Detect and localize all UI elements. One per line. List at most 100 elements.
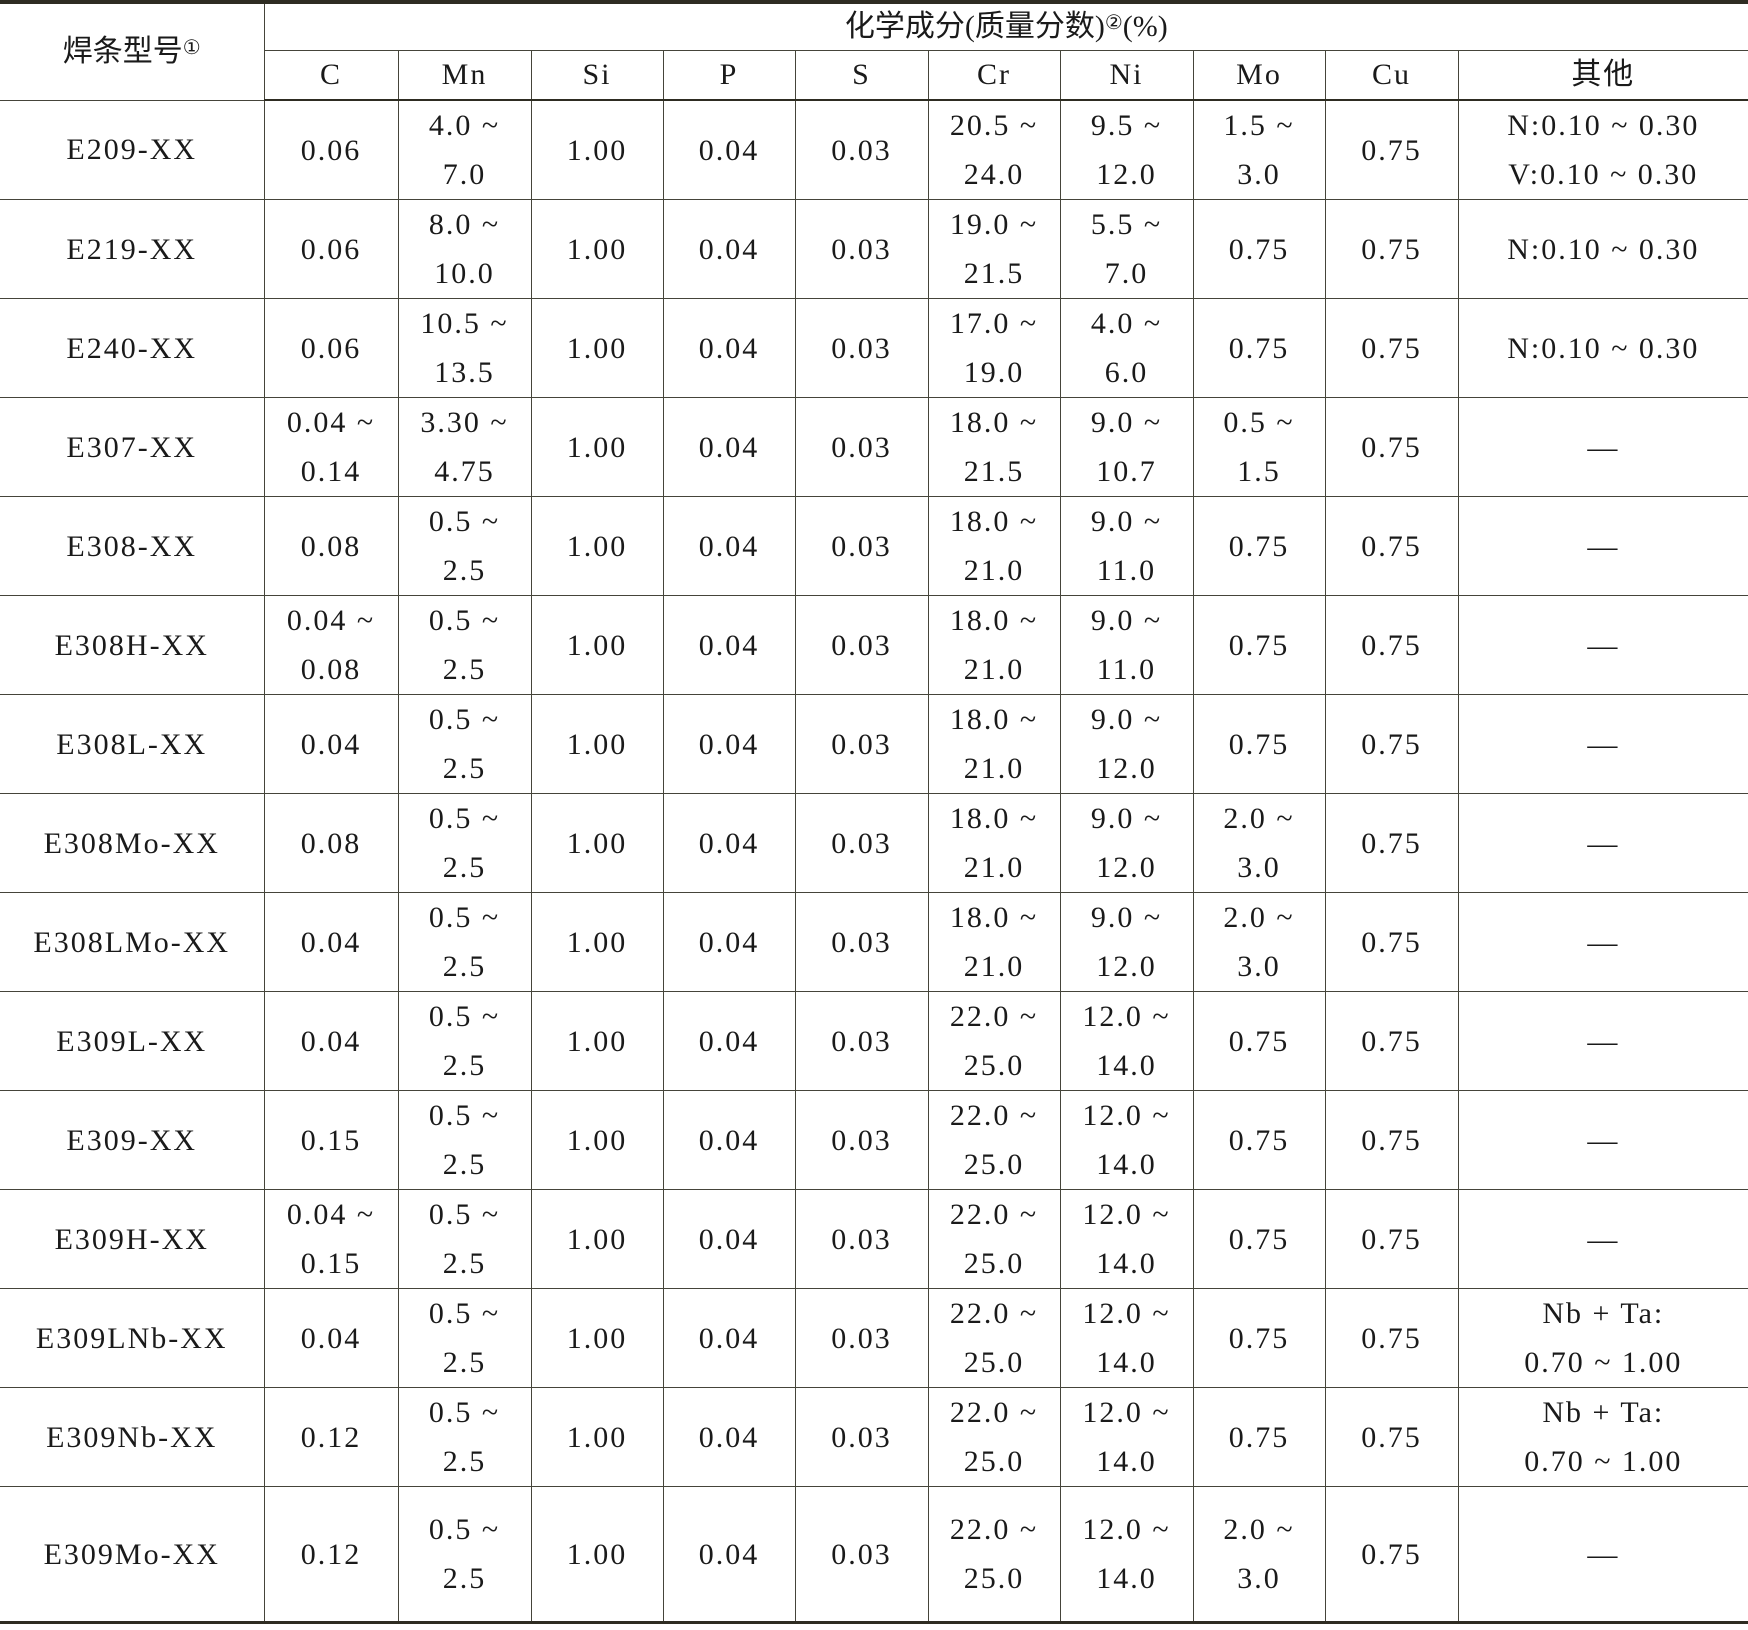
value-line: 0.03 — [831, 1537, 892, 1571]
value-cell: 18.0 ~ 21.0 — [927, 496, 1061, 596]
value-cell: 0.75 — [1324, 199, 1459, 299]
value-line: 0.04 — [698, 232, 760, 266]
model-cell: E309-XX — [0, 1090, 265, 1190]
value-cell: 0.12 — [263, 1486, 399, 1624]
model-cell: E308H-XX — [0, 595, 265, 695]
value-cell: 1.00 — [530, 1486, 664, 1624]
value-line: 1.00 — [566, 232, 628, 266]
value-cell: 0.03 — [794, 1189, 929, 1289]
value-line: 0.04 — [698, 1321, 760, 1355]
value-cell: 0.04 — [662, 991, 796, 1091]
value-line: 18.0 ~ — [949, 604, 1039, 637]
value-cell: 0.04 — [662, 199, 796, 299]
value-line: 2.5 — [442, 554, 487, 587]
value-cell: 8.0 ~ 10.0 — [397, 199, 532, 299]
value-cell: 9.0 ~ 11.0 — [1059, 595, 1194, 695]
value-cell: 0.04 — [662, 397, 796, 497]
value-cell: 18.0 ~ 21.0 — [927, 793, 1061, 893]
value-cell: 19.0 ~ 21.5 — [927, 199, 1061, 299]
value-line: 13.5 — [434, 356, 495, 389]
value-line: 0.03 — [831, 925, 892, 959]
value-line: 0.5 ~ — [1223, 406, 1295, 439]
value-line: N:0.10 ~ 0.30 — [1507, 331, 1700, 365]
model-cell: E219-XX — [0, 199, 265, 299]
value-cell: 0.5 ~ 2.5 — [397, 694, 532, 794]
value-line: 20.5 ~ — [949, 109, 1039, 142]
model-cell: E209-XX — [0, 99, 265, 200]
value-line: 21.0 — [963, 554, 1025, 587]
value-cell: 4.0 ~ 7.0 — [397, 99, 532, 200]
column-header: 其他 — [1457, 50, 1748, 101]
value-line: 0.75 — [1228, 1420, 1290, 1454]
value-line: 21.0 — [963, 653, 1025, 686]
value-line: 22.0 ~ — [949, 1198, 1039, 1231]
value-line: 17.0 ~ — [949, 307, 1039, 340]
table-row: E308LMo-XX 0.04 0.5 ~ 2.5 1.00 0.04 0.03 18.0 ~… — [0, 892, 1748, 992]
value-cell: 0.04 — [662, 892, 796, 992]
column-header: Si — [530, 50, 664, 101]
value-cell: 12.0 ~ 14.0 — [1059, 1288, 1194, 1388]
value-cell: 0.12 — [263, 1387, 399, 1487]
value-line: 0.75 — [1361, 133, 1422, 167]
value-line: 0.5 ~ — [428, 1099, 501, 1132]
value-line: 4.0 ~ — [1090, 307, 1163, 340]
value-line: 0.15 — [300, 1247, 362, 1280]
value-line: 18.0 ~ — [949, 901, 1039, 934]
value-line: 0.06 — [300, 133, 362, 167]
value-line: 0.04 — [698, 133, 760, 167]
value-cell: 9.5 ~ 12.0 — [1059, 99, 1194, 200]
value-line: 11.0 — [1096, 653, 1157, 686]
value-line: 1.00 — [566, 628, 628, 662]
model-cell: E307-XX — [0, 397, 265, 497]
value-cell: 0.75 — [1324, 1387, 1459, 1487]
value-line: 0.04 — [698, 628, 760, 662]
value-cell: 0.08 — [263, 793, 399, 893]
column-header: Cr — [927, 50, 1061, 101]
value-cell: 0.04 ~ 0.08 — [263, 595, 399, 695]
value-cell: Nb + Ta: 0.70 ~ 1.00 — [1457, 1387, 1748, 1487]
value-cell: 0.06 — [263, 199, 399, 299]
value-cell: 1.00 — [530, 99, 664, 200]
value-cell: 1.00 — [530, 1288, 664, 1388]
value-line: 1.00 — [566, 1222, 628, 1256]
value-cell: 1.00 — [530, 397, 664, 497]
value-cell: 0.08 — [263, 496, 399, 596]
value-line: 7.0 — [442, 158, 487, 191]
value-cell: 5.5 ~ 7.0 — [1059, 199, 1194, 299]
value-line: 0.75 — [1361, 430, 1422, 464]
value-cell: 0.75 — [1192, 1189, 1326, 1289]
value-line: 0.5 ~ — [428, 505, 501, 538]
value-line: 0.03 — [831, 1321, 892, 1355]
value-line: Nb + Ta: — [1542, 1297, 1665, 1330]
value-line: 14.0 — [1096, 1346, 1157, 1379]
value-line: 14.0 — [1096, 1049, 1157, 1082]
value-line: 0.04 — [698, 727, 760, 761]
value-line: 0.75 — [1361, 1537, 1422, 1571]
value-line: 18.0 ~ — [949, 802, 1039, 835]
value-cell: 18.0 ~ 21.0 — [927, 892, 1061, 992]
value-line: 10.7 — [1096, 455, 1157, 488]
value-line: 0.04 — [698, 430, 760, 464]
model-cell: E309LNb-XX — [0, 1288, 265, 1388]
value-line: 3.0 — [1237, 851, 1281, 884]
value-line: 9.0 ~ — [1090, 406, 1163, 439]
value-line: 25.0 — [963, 1346, 1025, 1379]
value-cell: 0.5 ~ 2.5 — [397, 1090, 532, 1190]
value-line: 0.75 — [1228, 529, 1290, 563]
table-row: E308L-XX 0.04 0.5 ~ 2.5 1.00 0.04 0.03 18.0 ~ 21… — [0, 694, 1748, 794]
value-cell: 2.0 ~ 3.0 — [1192, 793, 1326, 893]
value-cell: — — [1457, 1486, 1748, 1624]
value-cell: 0.75 — [1324, 595, 1459, 695]
value-cell: 0.75 — [1324, 99, 1459, 200]
value-cell: 0.04 — [662, 694, 796, 794]
value-line: 12.0 ~ — [1082, 1099, 1171, 1132]
value-cell: 0.03 — [794, 991, 929, 1091]
table-row: E307-XX 0.04 ~ 0.14 3.30 ~ 4.75 1.00 0.04 0.03 1… — [0, 397, 1748, 497]
value-line: 1.00 — [566, 727, 628, 761]
value-line: 7.0 — [1104, 257, 1149, 290]
value-line: — — [1587, 529, 1620, 563]
value-line: 0.75 — [1228, 1123, 1290, 1157]
value-line: 1.00 — [566, 133, 628, 167]
value-cell: Nb + Ta: 0.70 ~ 1.00 — [1457, 1288, 1748, 1388]
value-line: 3.0 — [1237, 158, 1281, 191]
